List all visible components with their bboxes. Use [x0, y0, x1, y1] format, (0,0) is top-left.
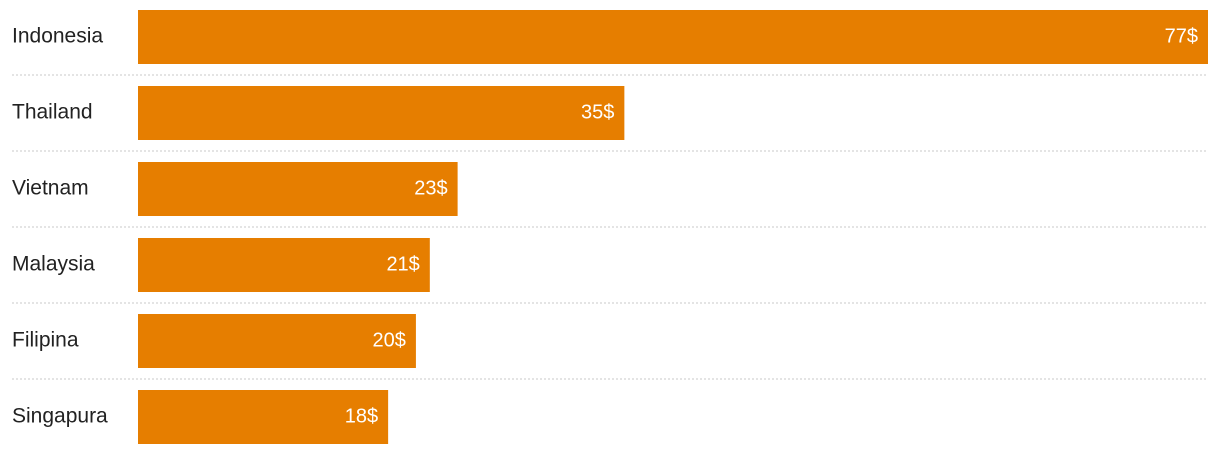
value-label: 18$: [345, 405, 378, 427]
value-label: 77$: [1165, 25, 1198, 47]
category-label: Singapura: [12, 405, 108, 428]
category-label: Malaysia: [12, 253, 95, 276]
bar: [138, 314, 416, 368]
value-label: 21$: [386, 253, 419, 275]
bar: [138, 162, 458, 216]
bar: [138, 390, 389, 444]
value-label: 20$: [373, 329, 406, 351]
value-label: 35$: [581, 101, 614, 123]
bar: [138, 238, 430, 292]
category-label: Filipina: [12, 329, 79, 352]
category-label: Vietnam: [12, 177, 89, 200]
category-label: Indonesia: [12, 25, 103, 48]
bar: [138, 86, 625, 140]
value-label: 23$: [414, 177, 447, 199]
category-label: Thailand: [12, 101, 93, 124]
bar: [138, 10, 1208, 64]
